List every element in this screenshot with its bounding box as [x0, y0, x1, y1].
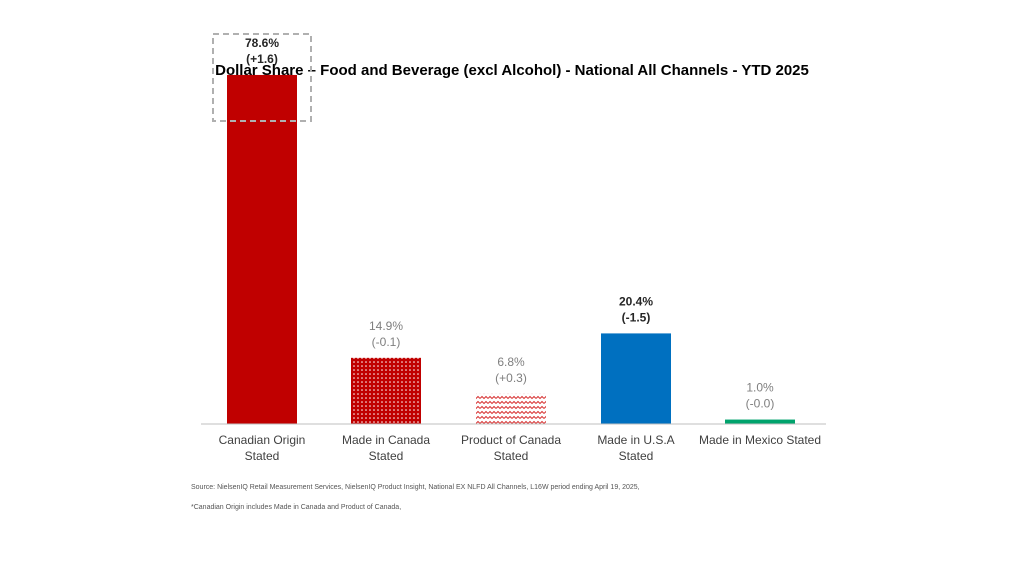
change-label-3: (+0.3): [495, 371, 527, 385]
change-label-4: (-1.5): [622, 310, 651, 324]
origin-footnote: *Canadian Origin includes Made in Canada…: [191, 504, 402, 511]
source-footnote: Source: NielsenIQ Retail Measurement Ser…: [191, 484, 640, 491]
bar-4: [601, 333, 671, 424]
category-label-3: Product of Canada: [461, 433, 561, 447]
change-label-2: (-0.1): [372, 335, 401, 349]
bar-3: [476, 393, 546, 424]
bar-2: [351, 357, 421, 424]
highlight-box: [212, 32, 312, 122]
category-label-1: Canadian Origin: [219, 433, 306, 447]
change-label-1: (+1.6): [246, 52, 278, 66]
value-label-5: 1.0%: [746, 381, 774, 395]
category-label-4-line2: Stated: [619, 449, 654, 463]
value-label-2: 14.9%: [369, 319, 403, 333]
change-label-5: (-0.0): [746, 397, 775, 411]
category-label-1-line2: Stated: [245, 449, 280, 463]
category-label-4: Made in U.S.A: [597, 433, 674, 447]
bar-5: [725, 419, 795, 424]
value-label-3: 6.8%: [497, 355, 525, 369]
bar-1: [227, 74, 297, 425]
category-label-5: Made in Mexico Stated: [699, 433, 821, 447]
value-label-1: 78.6%: [245, 36, 279, 50]
category-label-2-line2: Stated: [369, 449, 404, 463]
category-label-3-line2: Stated: [494, 449, 529, 463]
value-label-4: 20.4%: [619, 294, 653, 308]
category-label-2: Made in Canada: [342, 433, 430, 447]
chart-title: Dollar Share – Food and Beverage (excl A…: [215, 62, 809, 79]
